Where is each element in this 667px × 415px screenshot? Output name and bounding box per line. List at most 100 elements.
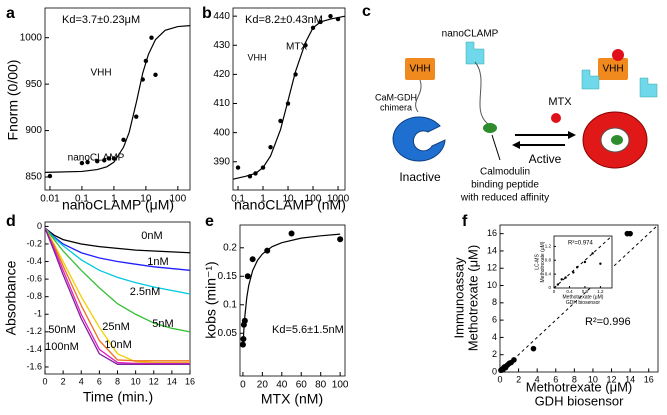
y-tick-label: -0.4 [26,256,42,266]
x-tick-label: 1 [260,194,266,205]
y-tick-label: 0.1 [223,299,237,310]
x-tick-label: 12 [607,374,617,384]
x-tick-label: 10 [140,194,152,205]
series-line [44,227,191,333]
data-point [583,260,587,264]
y-tick-label: 16 [487,228,497,238]
x-tick-label: 2 [61,376,66,386]
plot-frame [44,7,191,191]
y-tick-label: 0.2 [223,242,237,253]
series-label: 50nM [48,324,76,336]
y-tick-label: 0 [492,366,497,376]
y-tick-label: 0 [548,285,551,290]
panel-label: e [205,213,214,230]
x-tick-label: 8 [572,374,577,384]
x-tick-label: 4 [79,376,84,386]
data-point [102,158,107,163]
data-point [337,236,344,243]
nanoclamp-shape [465,41,485,65]
y-tick-label: -1.6 [26,361,42,371]
linker [474,61,489,125]
x-tick-label: 20 [257,380,269,391]
x-tick-label: 100 [332,380,349,391]
series-label: 1nM [147,256,168,268]
y-axis-label: Methotrexate (μM) [540,241,546,282]
x-tick-label: 14 [167,376,177,386]
y-tick-label: 0 [37,221,42,231]
x-tick-label: 0.8 [582,289,589,294]
series-line [44,227,190,362]
panel-label: c [362,3,371,20]
data-point [149,35,154,40]
x-tick-label: 12 [149,376,159,386]
data-point [47,173,53,179]
diagram-label: Active [529,152,562,166]
series-line [232,15,346,180]
y-tick-label: 430 [213,40,230,51]
peptide [483,123,497,133]
mtx-circle [612,49,624,61]
mtx-circle [551,113,561,123]
nanoclamp-shape [581,69,600,90]
series-line [44,227,191,271]
data-point [85,159,90,165]
x-tick-label: 6 [97,376,102,386]
data-point [328,13,333,19]
data-point [530,345,537,352]
data-point [79,160,85,166]
series-label: 100nM [45,341,79,353]
vhh-box [598,58,628,80]
x-tick-label: 0.4 [566,289,573,294]
data-point [244,273,251,280]
data-point [121,137,126,143]
y-tick-label: -1 [34,309,42,319]
diagram-label: Inactive [399,170,441,184]
y-axis-label: LC-MS [535,254,541,270]
y-axis-label: Fnorm (0/00) [5,60,21,141]
series-line [44,227,191,254]
y-axis-label: Absorbance [3,260,19,335]
data-point [94,159,100,164]
y-tick-label: 0.15 [218,271,238,282]
x-tick-label: 16 [185,376,195,386]
diagram-label: CaM-GDH [375,92,417,102]
data-point [576,266,579,269]
x-tick-label: 1 [111,194,117,205]
annotation: Kd=3.7±0.23μM [62,14,140,26]
data-point [599,262,602,265]
y-axis-label: Immunoassay [451,257,466,338]
x-axis-label: GDH biosensor [535,394,625,409]
gdh-inactive [392,116,446,162]
x-axis-label: nanoCLAMP (nM) [234,197,346,213]
series-line [44,227,190,365]
data-point [106,156,112,161]
annotation: nanoCLAMP [68,153,125,164]
x-tick-label: 100 [169,194,186,205]
y-tick-label: 440 [213,11,230,22]
panel-label: f [462,213,468,230]
annotation: R²=0.974 [568,241,594,247]
series-line [44,25,191,173]
x-tick-label: 6 [553,374,558,384]
x-axis-label: GDH biosensor [566,300,601,306]
x-tick-label: 0 [553,289,556,294]
y-tick-label: 420 [213,69,230,80]
x-axis-label: Methotrexate (μM) [526,379,632,394]
x-tick-label: 10 [131,376,141,386]
x-axis-label: nanoCLAMP (μM) [62,197,174,213]
data-point [134,114,139,119]
x-tick-label: 40 [276,380,288,391]
data-point [564,276,567,279]
y-axis-label: Methotrexate (μM) [466,245,481,351]
annotation: VHH [90,68,111,79]
arrow-head [568,131,576,139]
x-tick-label: 0 [42,376,47,386]
y-tick-label: -1.2 [26,326,42,336]
x-tick-label: 8 [115,376,120,386]
arrow-head [512,141,520,149]
y-tick-label: 390 [213,156,230,167]
y-tick-label: -0.2 [26,238,42,248]
annotation: Kd=8.2±0.43nM [245,14,323,26]
series-line [242,233,341,348]
